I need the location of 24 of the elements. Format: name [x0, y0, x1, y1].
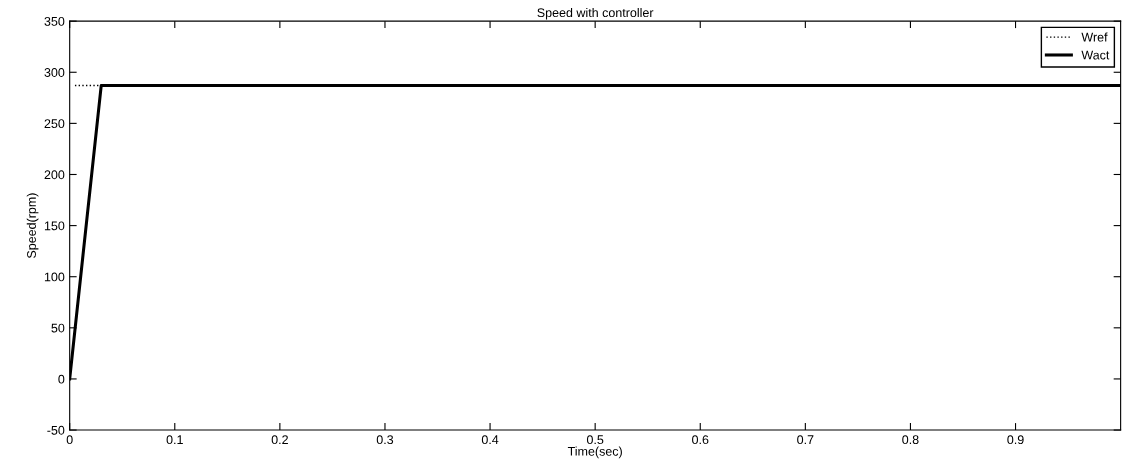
x-tick-label: 0.3 — [376, 435, 394, 445]
y-tick-label: 300 — [44, 68, 65, 77]
legend-label: Wact — [1081, 50, 1110, 60]
x-tick-label: 0.6 — [692, 435, 709, 445]
legend-label: Wref — [1081, 32, 1108, 42]
x-tick-label: 0.1 — [166, 435, 183, 445]
y-tick-label: 0 — [58, 374, 65, 384]
x-axis-title: Time(sec) — [567, 446, 622, 459]
x-tick-label: 0.9 — [1007, 435, 1024, 445]
y-tick-label: 250 — [44, 119, 65, 129]
x-tick-label: 0.7 — [797, 435, 814, 445]
y-tick-label: 150 — [44, 221, 65, 231]
x-tick-label: 0.8 — [902, 435, 919, 445]
x-tick-label: 0.2 — [271, 435, 288, 445]
y-tick-label: 200 — [44, 170, 65, 180]
y-tick-label: 50 — [51, 323, 65, 333]
chart-title: Speed with controller — [537, 7, 654, 20]
x-tick-label: 0.5 — [586, 435, 604, 445]
x-tick-label: 0.4 — [481, 435, 499, 445]
y-tick-label: -50 — [47, 425, 65, 435]
x-tick-label: 0 — [66, 435, 73, 445]
y-axis-title: Speed(rpm) — [26, 193, 39, 259]
y-tick-label: 350 — [44, 16, 65, 26]
y-tick-label: 100 — [44, 272, 65, 282]
